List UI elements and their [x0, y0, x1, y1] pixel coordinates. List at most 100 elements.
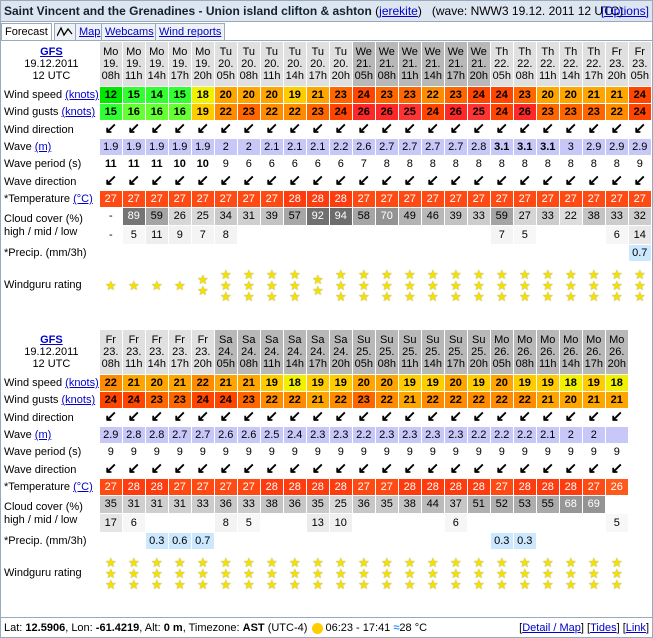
options-link[interactable]: [Options] [600, 4, 649, 18]
options-label: Options [604, 4, 646, 18]
wind-speed-cell: 24 [628, 87, 651, 103]
cloud-low [306, 226, 329, 244]
wind-dir-cell: ↙ [399, 121, 421, 138]
wave-label-unit-link[interactable]: (m) [34, 429, 52, 441]
tab-forecast[interactable]: Forecast [1, 23, 52, 40]
wave-arrow-icon: ↙ [219, 173, 233, 189]
wave-period-cell: 8 [498, 158, 505, 170]
wind-speed-label-unit-link[interactable]: (knots) [65, 89, 99, 101]
cloud-low [559, 514, 582, 532]
wave-period-cell: 9 [475, 446, 482, 458]
cloud-cell: 55 [536, 496, 559, 532]
wind-dir-cell: ↙ [606, 409, 628, 426]
star-icon: ★ [380, 576, 393, 592]
wind-dir-cell: ↙ [169, 121, 191, 138]
wind-speed-cell: 23 [329, 87, 352, 103]
wave-dir-cell: ↙ [330, 173, 352, 190]
date-label: 20. [241, 58, 257, 70]
wind-speed-label-unit-link[interactable]: (knots) [65, 377, 99, 389]
star-icon: ★ [219, 554, 232, 570]
rating-cell: ★ ★ [307, 262, 329, 308]
graph-icon[interactable] [54, 23, 76, 40]
date-cell: Tu 20. 20h [329, 42, 352, 86]
wave-dir-cell: ↙ [261, 173, 283, 190]
wave-label-unit-link[interactable]: (m) [34, 141, 52, 153]
wave-period-cell: 9 [176, 446, 183, 458]
star-icon: ★ [403, 576, 416, 592]
tab-webcams[interactable]: Webcams [101, 23, 158, 40]
wind-dir-cell: ↙ [261, 121, 283, 138]
star-icon: ★ [334, 288, 347, 304]
wind-speed-cell: 23 [513, 87, 536, 103]
wave-arrow-icon: ↙ [196, 173, 210, 189]
star-icon: ★ [633, 288, 646, 304]
wind-dir-cell: ↙ [491, 121, 513, 138]
temperature-cell: 28 [444, 479, 467, 495]
init-date: 19.12.2011 [24, 346, 79, 358]
day-label: Th [518, 46, 532, 58]
cloud-cell: 46 [421, 208, 444, 244]
star-icon: ★ [587, 565, 600, 581]
wind-gusts-label-unit-link[interactable]: (knots) [61, 394, 96, 406]
author-link[interactable]: jerekite [379, 4, 418, 18]
date-label: 26. [609, 346, 625, 358]
day-label: Tu [265, 46, 278, 58]
wave-arrow-icon: ↙ [265, 461, 279, 477]
star-icon: ★ [242, 288, 255, 304]
date-label: 24. [264, 346, 280, 358]
wind-arrow-icon: ↙ [518, 409, 532, 425]
wind-gusts-label-unit-link[interactable]: (knots) [61, 106, 96, 118]
wave-arrow-icon: ↙ [564, 173, 578, 189]
wave-arrow-icon: ↙ [564, 461, 578, 477]
tab-wind-reports[interactable]: Wind reports [155, 23, 226, 40]
cloud-high: 38 [582, 208, 605, 225]
wind-arrow-icon: ↙ [633, 121, 647, 137]
sun-icon [312, 622, 324, 634]
tides-link[interactable]: Tides [590, 622, 617, 634]
wind-dir-cell: ↙ [353, 121, 375, 138]
wave-arrow-icon: ↙ [610, 173, 624, 189]
wind-speed-cell: 18 [559, 375, 582, 391]
star-icon: ★ [564, 554, 577, 570]
wind-dir-cell: ↙ [238, 121, 260, 138]
hour-label: 05h [492, 358, 511, 370]
day-label: Mo [126, 46, 142, 58]
wave-arrow-icon: ↙ [219, 461, 233, 477]
wind-dir-cell: ↙ [399, 409, 421, 426]
date-label: 19. [149, 58, 165, 70]
tab-map[interactable]: Map [75, 23, 105, 40]
wind-direction-row: Wind direction ↙ ↙ ↙ ↙ ↙ ↙ ↙ ↙ ↙ ↙ ↙ ↙ ↙ ↙ ↙ ↙ ↙ ↙ ↙ ↙ ↙ ↙ ↙ ↙ [2, 121, 651, 138]
wind-gust-cell: 23 [237, 392, 260, 408]
star-icon: ★ [288, 277, 301, 293]
date-label: 25. [425, 346, 441, 358]
lon-value: -61.4219 [95, 622, 140, 634]
wave-period-cell: 7 [360, 158, 367, 170]
date-label: 26. [540, 346, 556, 358]
model-link[interactable]: GFS [40, 46, 63, 58]
rating-cell: ★ ★ ★ [422, 550, 444, 596]
wind-dir-cell: ↙ [537, 121, 559, 138]
cloud-low [352, 226, 375, 244]
temperature-label-unit-link[interactable]: (°C) [73, 481, 93, 493]
wave-cell: 2.2 [352, 427, 375, 443]
wave-period-cell: 9 [613, 446, 620, 458]
day-label: Tu [288, 46, 301, 58]
wave-arrow-icon: ↙ [633, 173, 647, 189]
wave-arrow-icon: ↙ [311, 173, 325, 189]
wave-cell: 2.1 [536, 427, 559, 443]
wind-arrow-icon: ↙ [104, 409, 118, 425]
wind-speed-cell: 20 [145, 375, 168, 391]
wind-speed-cell: 19 [421, 375, 444, 391]
star-icon: ★ [495, 288, 508, 304]
rating-cell: ★ ★ ★ [560, 550, 582, 596]
date-label: 22. [563, 58, 579, 70]
wind-dir-cell: ↙ [353, 409, 375, 426]
temperature-label-unit-link[interactable]: (°C) [73, 193, 93, 205]
temperature-cell: 26 [605, 479, 628, 495]
model-link[interactable]: GFS [40, 334, 63, 346]
link-link[interactable]: Link [625, 622, 646, 634]
detail-map-link[interactable]: Detail / Map [522, 622, 581, 634]
cloud-high: 25 [191, 208, 214, 225]
wave-period-cell: 9 [268, 446, 275, 458]
cloud-high: 34 [214, 208, 237, 225]
